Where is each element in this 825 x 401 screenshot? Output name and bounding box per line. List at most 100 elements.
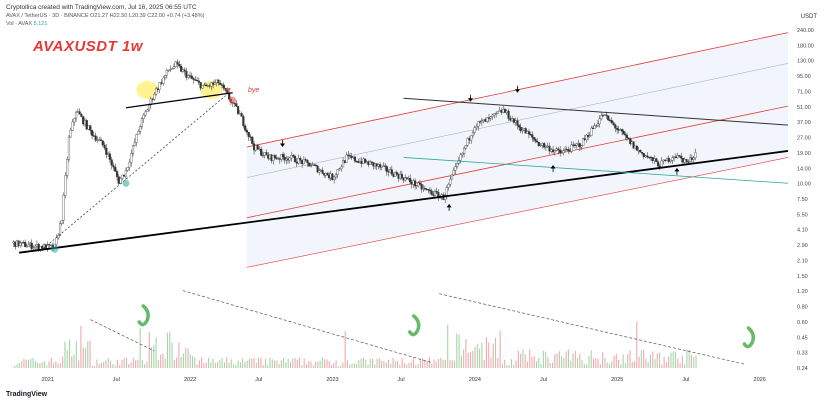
candle-body: [265, 152, 268, 156]
y-tick-label: 19.00: [797, 151, 811, 157]
candle-body: [228, 93, 231, 100]
neckline-line: [125, 92, 233, 109]
bye-annotation: bye: [248, 87, 260, 94]
candle-body: [117, 176, 120, 184]
candle-body: [69, 129, 72, 138]
candle-body: [620, 129, 624, 132]
candle-body: [502, 109, 505, 113]
candle-body: [167, 69, 170, 72]
candle-body: [669, 160, 672, 162]
candle-body: [85, 120, 88, 130]
candle-body: [570, 144, 573, 152]
y-tick-label: 2.90: [797, 243, 808, 249]
candle-body: [370, 161, 373, 163]
candle-body: [197, 80, 200, 83]
candle-body: [678, 155, 681, 157]
channel-lower-line: [246, 105, 789, 219]
candle-body: [685, 159, 688, 162]
candle-body: [539, 144, 542, 147]
bye-arrow-icon: [225, 88, 231, 92]
candle-body: [444, 195, 447, 200]
candle-body: [580, 145, 583, 148]
down-arrow-icon: [514, 89, 520, 93]
candle-body: [71, 121, 74, 131]
candle-body: [470, 135, 473, 141]
top-highlight: [136, 80, 159, 99]
candle-body: [133, 142, 136, 146]
candle-body: [653, 158, 656, 161]
candle-body: [673, 156, 676, 158]
candle-body: [681, 158, 685, 163]
candle-body: [400, 173, 403, 179]
candle-body: [203, 84, 206, 86]
candle-body: [348, 155, 352, 157]
candle-body: [308, 162, 311, 167]
candle-body: [165, 70, 168, 76]
candle-body: [83, 120, 87, 125]
candle-body: [121, 174, 124, 179]
candle-body: [293, 156, 297, 163]
channel-fill: [246, 32, 788, 268]
candle-body: [395, 172, 398, 175]
x-tick-label: Jul: [398, 377, 405, 383]
candle-body: [610, 120, 613, 123]
candle-body: [149, 98, 152, 106]
candle-body: [466, 138, 469, 146]
candle-body: [103, 144, 106, 149]
candle-body: [82, 116, 85, 125]
candle-body: [336, 169, 339, 175]
candle-body: [62, 194, 65, 221]
candle-body: [80, 114, 83, 117]
candle-body: [244, 125, 247, 131]
candle-body: [605, 114, 608, 116]
candle-body: [649, 157, 653, 159]
candle-body: [146, 109, 149, 113]
candle-body: [190, 75, 193, 79]
candle-body: [464, 145, 467, 149]
candle-body: [172, 66, 176, 69]
candle-body: [275, 157, 278, 159]
long-term-support-line: [19, 150, 789, 254]
bullish-swoosh-mark: [742, 326, 756, 349]
candle-body: [210, 82, 213, 87]
breakdown-marker: [229, 96, 237, 104]
candle-body: [110, 159, 113, 166]
candle-body: [447, 184, 450, 188]
candle-body: [321, 169, 324, 174]
candle-body: [288, 157, 291, 161]
candle-body: [559, 149, 562, 153]
x-tick-label: 2026: [754, 377, 766, 383]
candle-body: [625, 135, 629, 139]
candle-body: [34, 245, 37, 248]
candle-body: [498, 110, 501, 112]
volume-trendline: [439, 293, 746, 365]
candle-body: [521, 130, 524, 132]
candle-body: [254, 145, 257, 151]
candle-body: [99, 139, 103, 141]
dotted-link-line: [40, 95, 226, 252]
candle-body: [343, 160, 346, 163]
candle-body: [201, 85, 204, 89]
x-tick-label: 2025: [611, 377, 623, 383]
candle-body: [304, 159, 307, 161]
candle-body: [25, 246, 28, 248]
x-tick-label: 2023: [326, 377, 338, 383]
candle-body: [676, 155, 679, 158]
candle-body: [491, 114, 494, 117]
candle-body: [272, 155, 275, 161]
candle-body: [260, 148, 263, 156]
candle-body: [196, 79, 199, 82]
candle-body: [456, 163, 459, 167]
candle-body: [140, 118, 144, 128]
chart-title: AVAXUSDT 1w: [33, 38, 143, 55]
candle-body: [219, 82, 222, 85]
candle-body: [486, 117, 489, 122]
candle-body: [37, 244, 40, 250]
candle-body: [524, 128, 527, 134]
candle-body: [180, 65, 183, 72]
candle-body: [185, 71, 188, 78]
candle-body: [390, 169, 393, 175]
candle-body: [331, 173, 334, 180]
candle-body: [555, 148, 558, 151]
